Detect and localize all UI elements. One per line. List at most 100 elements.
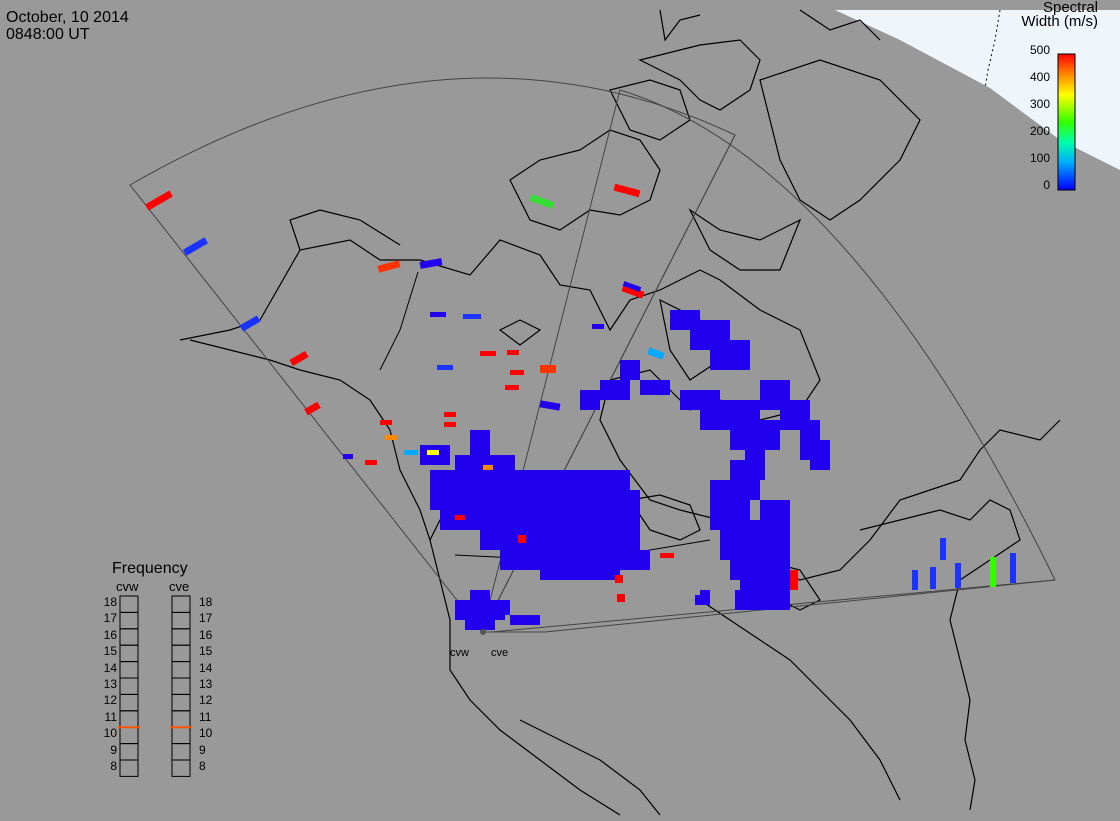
scatter-cells bbox=[145, 183, 1016, 630]
frequency-level-label: 17 bbox=[103, 611, 117, 626]
date-label: October, 10 2014 bbox=[6, 9, 129, 26]
frequency-level-label: 13 bbox=[199, 677, 213, 691]
scatter-cell bbox=[365, 460, 377, 465]
terminator-region bbox=[835, 10, 1120, 170]
frequency-level-label: 11 bbox=[199, 709, 212, 724]
scatter-cell bbox=[592, 324, 604, 329]
frequency-level-label: 11 bbox=[104, 709, 117, 724]
scatter-cell bbox=[529, 194, 555, 209]
scatter-cell bbox=[427, 450, 439, 455]
scatter-cell bbox=[740, 580, 790, 610]
scatter-cell bbox=[343, 454, 353, 459]
frequency-level-label: 10 bbox=[199, 726, 213, 741]
frequency-level-box bbox=[171, 726, 191, 745]
scatter-cell bbox=[621, 284, 645, 299]
frequency-level-box bbox=[171, 759, 191, 777]
frequency-level-box bbox=[119, 628, 139, 646]
scatter-cell bbox=[437, 365, 453, 370]
colorbar-tick-label: 100 bbox=[1029, 151, 1050, 165]
frequency-level-label: 15 bbox=[103, 644, 117, 659]
terminator-line bbox=[984, 9, 1001, 89]
frequency-level-label: 8 bbox=[110, 759, 117, 773]
scatter-cell bbox=[1010, 553, 1016, 583]
frequency-level-box bbox=[119, 644, 139, 663]
scatter-cell bbox=[385, 435, 397, 440]
scatter-cell bbox=[790, 570, 798, 590]
frequency-level-box bbox=[171, 661, 191, 679]
scatter-cell bbox=[600, 380, 630, 400]
frequency-level-label: 12 bbox=[103, 693, 117, 708]
scatter-cell bbox=[444, 412, 456, 417]
scatter-cell bbox=[647, 347, 665, 360]
scatter-cell bbox=[483, 465, 493, 470]
colorbar-gradient bbox=[1057, 53, 1076, 191]
frequency-level-box bbox=[171, 611, 191, 630]
scatter-cell bbox=[380, 420, 392, 425]
frequency-level-box bbox=[171, 693, 191, 712]
frequency-level-box bbox=[119, 726, 139, 745]
frequency-level-label: 18 bbox=[199, 595, 213, 609]
scatter-cell bbox=[507, 350, 519, 355]
radar-site-marker bbox=[480, 629, 486, 635]
scatter-cell bbox=[610, 550, 650, 570]
frequency-legend-boxes bbox=[118, 595, 192, 777]
frequency-level-label: 17 bbox=[199, 611, 213, 626]
scatter-cell bbox=[930, 567, 936, 589]
colorbar-tick-label: 0 bbox=[1043, 178, 1050, 192]
scatter-cell bbox=[463, 314, 481, 319]
scatter-cell bbox=[505, 385, 519, 390]
scatter-cell bbox=[444, 422, 456, 427]
colorbar-title-line2: Width (m/s) bbox=[1021, 13, 1098, 30]
scatter-cell bbox=[912, 570, 918, 590]
scatter-cell bbox=[465, 615, 495, 630]
frequency-level-box bbox=[119, 595, 139, 613]
scatter-cell bbox=[613, 183, 641, 198]
scatter-cell bbox=[940, 538, 946, 560]
frequency-level-box bbox=[171, 595, 191, 613]
frequency-level-box bbox=[171, 743, 191, 761]
scatter-cell bbox=[518, 535, 526, 543]
frequency-level-box bbox=[119, 693, 139, 712]
scatter-cell bbox=[490, 600, 510, 615]
scatter-cell bbox=[377, 260, 401, 273]
colorbar-tick-label: 400 bbox=[1029, 70, 1050, 84]
scatter-cell bbox=[640, 380, 670, 395]
frequency-title: Frequency bbox=[112, 560, 188, 577]
time-label: 0848:00 UT bbox=[6, 26, 90, 43]
scatter-cell bbox=[622, 281, 642, 292]
scatter-cell bbox=[620, 360, 640, 380]
scatter-cell bbox=[580, 390, 600, 410]
frequency-level-label: 9 bbox=[110, 742, 117, 757]
frequency-level-label: 16 bbox=[199, 627, 213, 642]
colorbar-tick-label: 200 bbox=[1029, 124, 1050, 138]
scatter-cell bbox=[615, 575, 623, 583]
scatter-cell bbox=[470, 590, 490, 605]
frequency-radar-cvw: cvw bbox=[116, 579, 139, 594]
scatter-cell bbox=[540, 365, 556, 373]
scatter-cell bbox=[810, 440, 830, 470]
frequency-level-label: 14 bbox=[103, 660, 117, 675]
scatter-cell bbox=[990, 557, 996, 587]
frequency-level-box bbox=[171, 644, 191, 663]
frequency-level-label: 18 bbox=[103, 595, 117, 609]
scatter-cell bbox=[955, 563, 961, 588]
scatter-cell bbox=[419, 258, 443, 269]
scatter-cell bbox=[760, 500, 790, 530]
frequency-level-box bbox=[119, 611, 139, 630]
frequency-level-label: 13 bbox=[103, 677, 117, 691]
frequency-level-box bbox=[119, 743, 139, 761]
frequency-level-label: 15 bbox=[199, 644, 213, 659]
scatter-cell bbox=[617, 594, 625, 602]
frequency-level-box bbox=[119, 710, 139, 728]
frequency-level-label: 14 bbox=[199, 660, 213, 675]
scatter-cell bbox=[710, 340, 750, 370]
scatter-cell bbox=[580, 570, 620, 580]
scatter-cell bbox=[660, 553, 674, 558]
scatter-cell bbox=[730, 420, 780, 450]
scatter-cell bbox=[404, 450, 418, 455]
scatter-cell bbox=[520, 470, 570, 500]
colorbar-tick-label: 500 bbox=[1029, 43, 1050, 57]
scatter-cell bbox=[510, 615, 540, 625]
scatter-cell bbox=[304, 401, 321, 416]
